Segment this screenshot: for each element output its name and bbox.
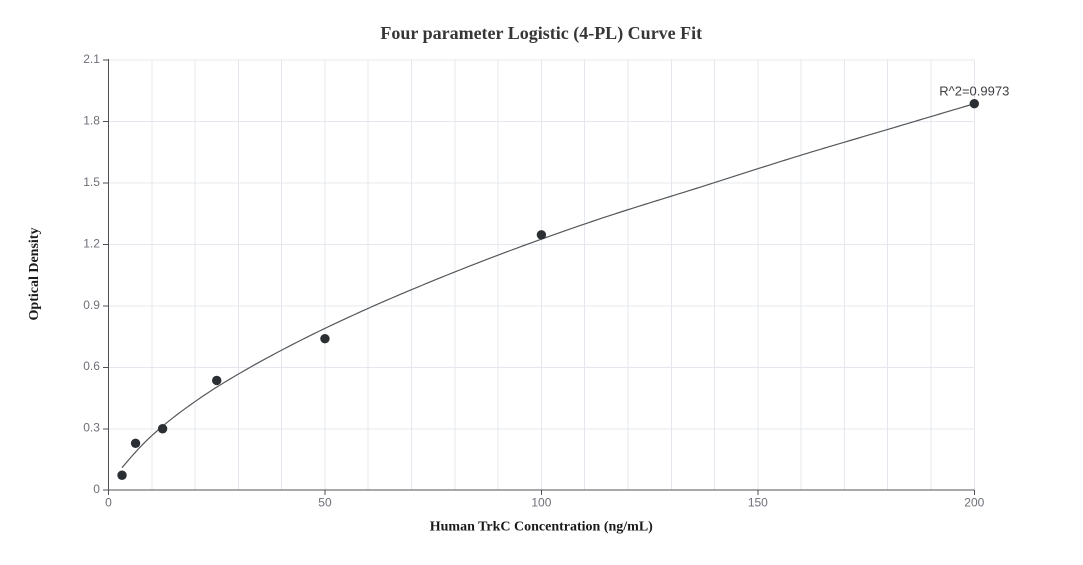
svg-text:100: 100 (531, 496, 551, 510)
svg-text:2.1: 2.1 (83, 52, 100, 66)
svg-text:Optical Density: Optical Density (27, 228, 42, 321)
svg-text:150: 150 (748, 496, 768, 510)
svg-text:50: 50 (318, 496, 332, 510)
svg-text:Four parameter Logistic (4-PL): Four parameter Logistic (4-PL) Curve Fit (380, 23, 702, 44)
svg-text:0: 0 (93, 482, 100, 496)
svg-text:0.9: 0.9 (83, 298, 100, 312)
svg-text:R^2=0.9973: R^2=0.9973 (939, 83, 1009, 98)
svg-text:Human TrkC Concentration (ng/m: Human TrkC Concentration (ng/mL) (430, 520, 653, 535)
svg-text:0.6: 0.6 (83, 359, 100, 373)
svg-text:0.3: 0.3 (83, 421, 100, 435)
svg-text:1.2: 1.2 (83, 236, 100, 250)
svg-text:1.5: 1.5 (83, 175, 100, 189)
svg-text:0: 0 (105, 496, 112, 510)
svg-text:1.8: 1.8 (83, 113, 100, 127)
svg-text:200: 200 (964, 496, 984, 510)
